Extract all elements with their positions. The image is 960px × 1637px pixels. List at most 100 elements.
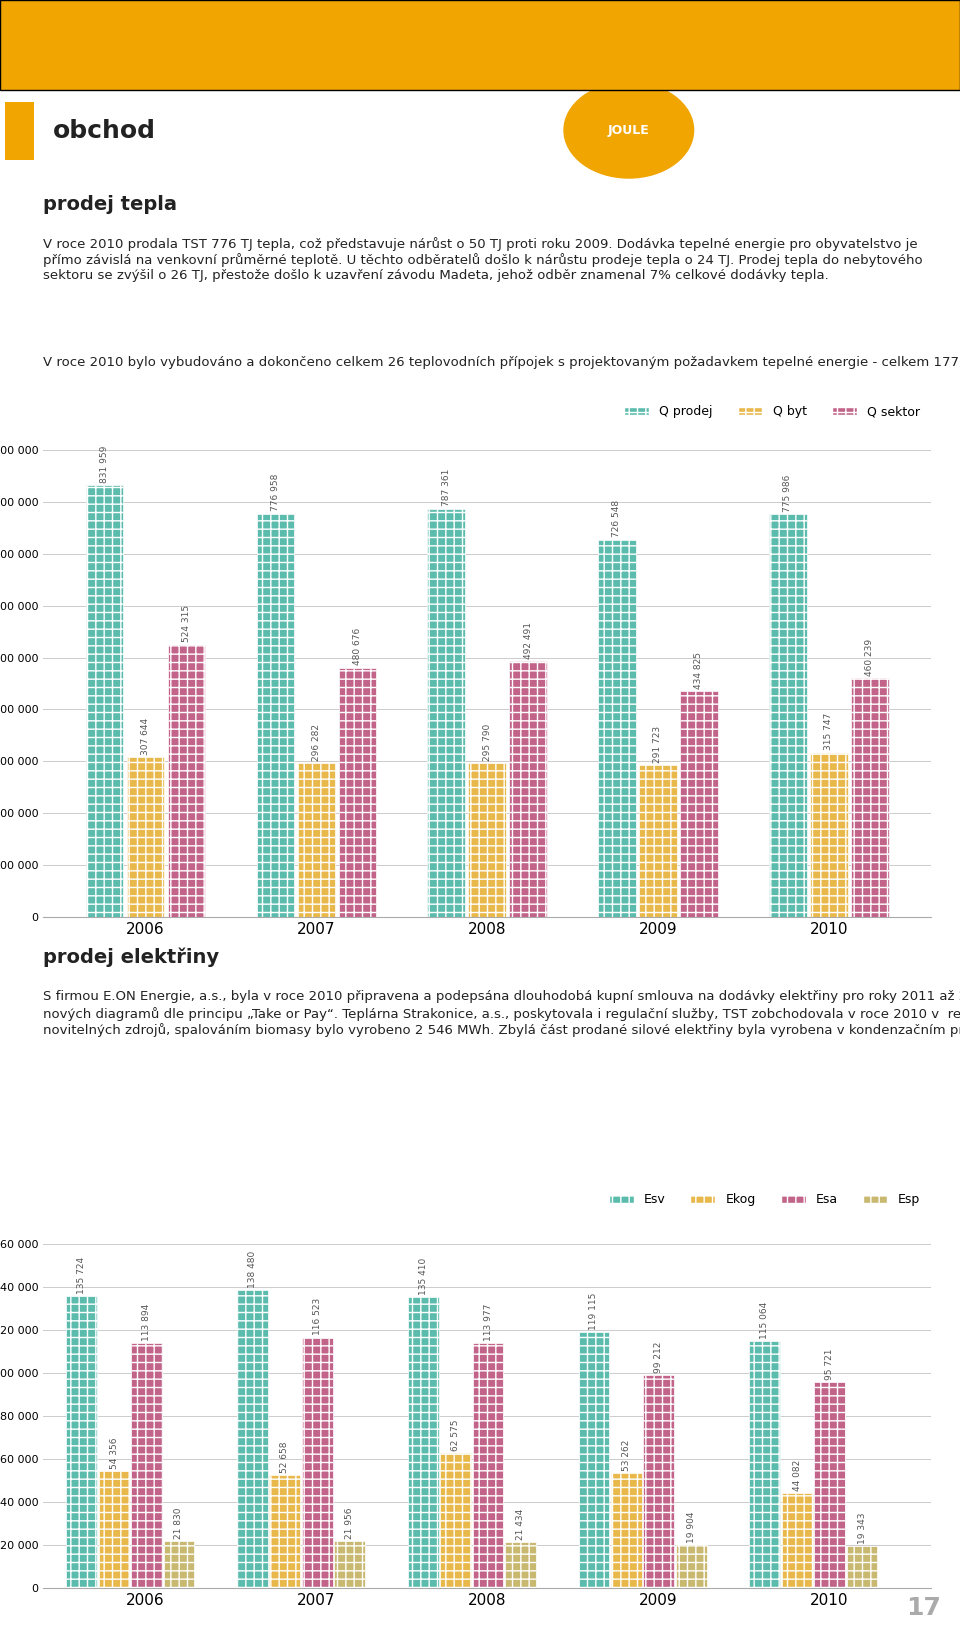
- Text: 138 480: 138 480: [248, 1251, 257, 1288]
- Bar: [468, 763, 506, 917]
- Circle shape: [120, 7, 466, 39]
- Text: 21 956: 21 956: [346, 1508, 354, 1539]
- Bar: [132, 1344, 162, 1588]
- Bar: [85, 486, 124, 917]
- Circle shape: [0, 7, 346, 39]
- Circle shape: [540, 7, 885, 39]
- Circle shape: [540, 51, 885, 83]
- Bar: [301, 1337, 333, 1588]
- Text: JOULE: JOULE: [608, 124, 650, 136]
- Circle shape: [204, 51, 549, 83]
- Circle shape: [660, 51, 960, 83]
- Circle shape: [708, 7, 960, 39]
- Bar: [611, 1473, 641, 1588]
- Text: 116 523: 116 523: [313, 1298, 322, 1336]
- Text: 315 747: 315 747: [825, 714, 833, 750]
- Bar: [769, 514, 806, 917]
- Bar: [408, 1297, 439, 1588]
- Circle shape: [372, 51, 717, 83]
- Circle shape: [348, 51, 693, 83]
- Circle shape: [732, 51, 960, 83]
- Bar: [781, 1493, 812, 1588]
- Circle shape: [264, 51, 610, 83]
- Circle shape: [492, 51, 837, 83]
- Circle shape: [0, 51, 261, 83]
- Circle shape: [516, 51, 862, 83]
- Circle shape: [0, 7, 190, 39]
- Text: 53 262: 53 262: [622, 1441, 631, 1472]
- Circle shape: [120, 51, 466, 83]
- Circle shape: [576, 51, 922, 83]
- Circle shape: [84, 51, 430, 83]
- Bar: [510, 661, 547, 917]
- Circle shape: [588, 51, 933, 83]
- Circle shape: [312, 7, 658, 39]
- Circle shape: [768, 7, 960, 39]
- Circle shape: [672, 51, 960, 83]
- Circle shape: [324, 7, 670, 39]
- Text: 787 361: 787 361: [442, 468, 450, 506]
- Circle shape: [156, 51, 501, 83]
- Text: 115 064: 115 064: [760, 1301, 769, 1339]
- Bar: [472, 1342, 503, 1588]
- Circle shape: [0, 7, 250, 39]
- Circle shape: [624, 51, 960, 83]
- Circle shape: [0, 7, 261, 39]
- Circle shape: [252, 51, 597, 83]
- Bar: [298, 763, 335, 917]
- Circle shape: [396, 51, 741, 83]
- Circle shape: [72, 51, 418, 83]
- Bar: [163, 1540, 194, 1588]
- Circle shape: [0, 51, 238, 83]
- Circle shape: [336, 51, 682, 83]
- Circle shape: [564, 82, 693, 178]
- Circle shape: [720, 51, 960, 83]
- Circle shape: [276, 51, 622, 83]
- Circle shape: [264, 7, 610, 39]
- Bar: [99, 1472, 130, 1588]
- Text: 95 721: 95 721: [825, 1349, 834, 1380]
- Circle shape: [528, 7, 874, 39]
- Circle shape: [504, 51, 850, 83]
- Circle shape: [180, 7, 526, 39]
- Circle shape: [732, 7, 960, 39]
- Circle shape: [72, 7, 418, 39]
- Circle shape: [0, 7, 298, 39]
- Circle shape: [756, 51, 960, 83]
- Circle shape: [0, 51, 274, 83]
- Text: 113 977: 113 977: [484, 1303, 492, 1341]
- Circle shape: [504, 7, 850, 39]
- Circle shape: [492, 7, 837, 39]
- Bar: [814, 1382, 845, 1588]
- Bar: [810, 753, 848, 917]
- Circle shape: [240, 51, 586, 83]
- Text: 307 644: 307 644: [141, 717, 150, 755]
- Circle shape: [0, 51, 178, 83]
- Text: 19 343: 19 343: [857, 1513, 867, 1544]
- Circle shape: [444, 7, 789, 39]
- Circle shape: [336, 7, 682, 39]
- Text: 135 724: 135 724: [77, 1257, 86, 1295]
- Bar: [237, 1290, 268, 1588]
- Circle shape: [660, 7, 960, 39]
- Circle shape: [24, 7, 370, 39]
- Circle shape: [180, 51, 526, 83]
- Circle shape: [780, 7, 960, 39]
- Circle shape: [192, 7, 538, 39]
- Text: 21 830: 21 830: [175, 1508, 183, 1539]
- Circle shape: [696, 51, 960, 83]
- Text: 295 790: 295 790: [483, 724, 492, 761]
- Circle shape: [0, 51, 309, 83]
- Circle shape: [312, 51, 658, 83]
- Text: 291 723: 291 723: [654, 725, 662, 763]
- Circle shape: [0, 51, 190, 83]
- Circle shape: [48, 7, 394, 39]
- Circle shape: [0, 7, 274, 39]
- Circle shape: [132, 51, 478, 83]
- Text: prodej elektřiny: prodej elektřiny: [43, 948, 219, 967]
- Text: obchod: obchod: [53, 120, 156, 142]
- Text: 54 356: 54 356: [109, 1437, 119, 1468]
- Circle shape: [696, 7, 960, 39]
- Circle shape: [708, 51, 960, 83]
- Circle shape: [132, 7, 478, 39]
